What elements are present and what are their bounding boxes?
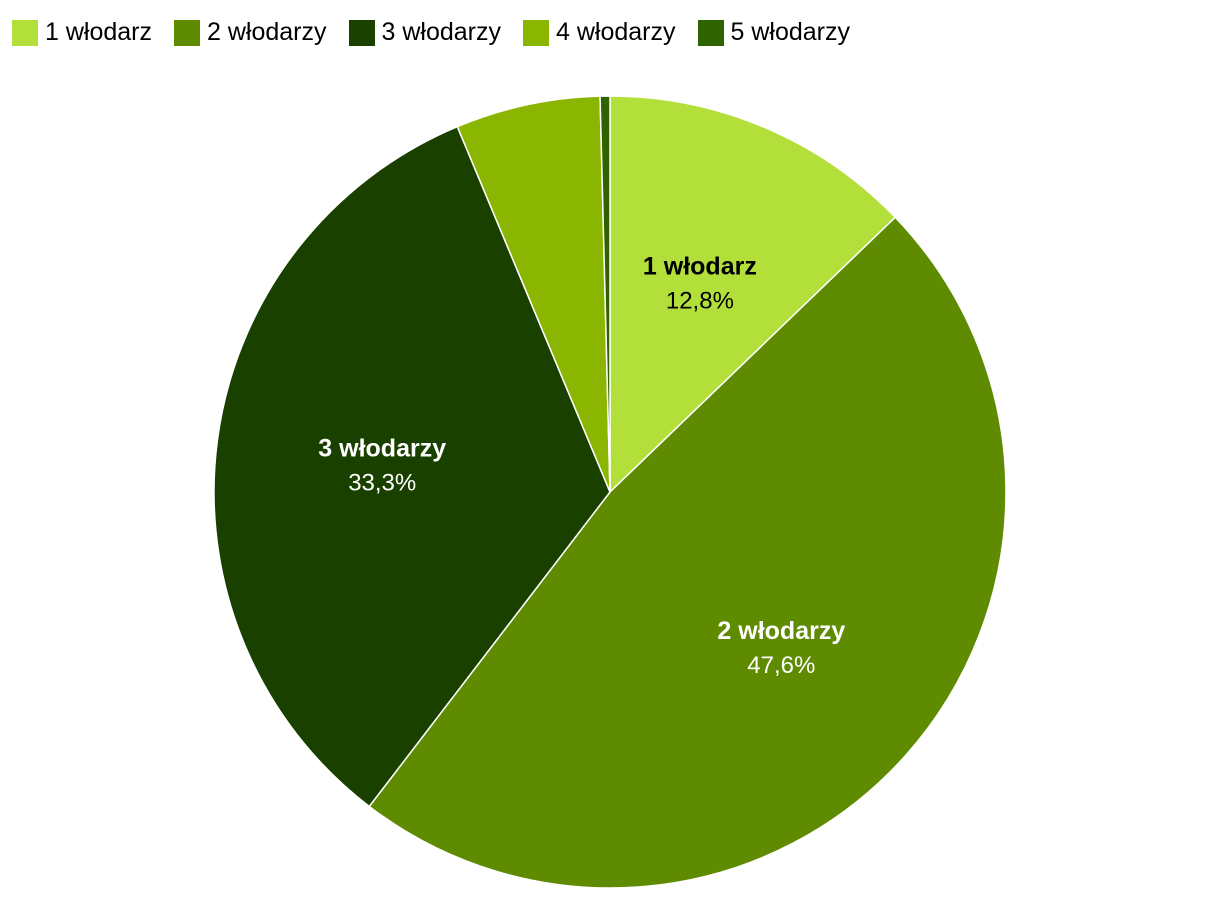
data-label-value-3: 33,3% <box>348 469 416 496</box>
pie-data-labels: 1 włodarz 12,8% 2 włodarzy 47,6% 3 włodarzy 3… <box>318 253 845 679</box>
legend-item-2: 2 włodarzy <box>174 18 327 47</box>
legend-label-2: 2 włodarzy <box>207 18 327 46</box>
legend-item-1: 1 włodarz <box>12 18 152 47</box>
pie-slice-5 <box>599 95 611 493</box>
legend-swatch-3 <box>348 19 375 46</box>
legend-swatch-4 <box>523 19 549 46</box>
legend-label-1: 1 włodarz <box>45 18 152 46</box>
pie-slices <box>213 95 1007 889</box>
pie-slice-3 <box>213 125 611 808</box>
legend-item-3: 3 włodarzy <box>348 18 502 47</box>
pie-slice-1 <box>609 95 897 494</box>
data-label-category-3: 3 włodarzy <box>318 434 446 462</box>
data-label-value-2: 47,6% <box>747 652 815 679</box>
legend-item-5: 5 włodarzy <box>697 18 851 47</box>
data-label-value-1: 12,8% <box>666 288 734 315</box>
legend-item-4: 4 włodarzy <box>523 18 676 47</box>
legend-label-4: 4 włodarzy <box>556 18 676 46</box>
legend-swatch-1 <box>12 19 38 46</box>
legend-label-3: 3 włodarzy <box>381 18 502 46</box>
data-label-category-1: 1 włodarz <box>643 253 757 281</box>
data-label-category-2: 2 włodarzy <box>717 617 845 645</box>
legend-label-5: 5 włodarzy <box>730 18 851 46</box>
legend-swatch-5 <box>697 19 724 46</box>
pie-slice-4 <box>456 95 611 493</box>
chart-legend: 1 włodarz 2 włodarzy 3 włodarzy 4 włodar… <box>12 18 850 47</box>
legend-swatch-2 <box>174 19 200 46</box>
pie-slice-2 <box>368 216 1007 889</box>
